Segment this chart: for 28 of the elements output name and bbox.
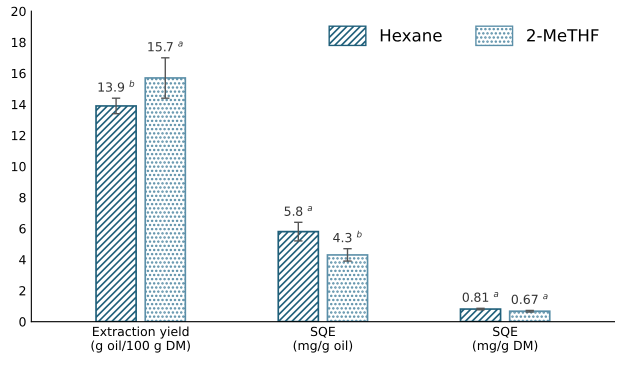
x-tick-label: SQE (mg/g DM) <box>473 326 538 353</box>
data-label: 15.7 $^{a}$ <box>148 42 183 52</box>
data-label: 0.81 $^{a}$ <box>462 292 498 302</box>
y-tick-label: 2 <box>19 286 26 296</box>
data-label: 4.3 $^{b}$ <box>333 230 362 242</box>
bar <box>95 105 137 322</box>
y-tick-label: 16 <box>12 68 26 78</box>
legend-label: 2-MeTHF <box>527 29 598 42</box>
data-label: 5.8 $^{a}$ <box>284 206 312 216</box>
data-label: 0.67 $^{a}$ <box>512 294 548 304</box>
y-tick-label: 12 <box>12 130 26 140</box>
y-tick-label: 8 <box>19 192 26 202</box>
y-tick-label: 14 <box>12 100 26 110</box>
bar <box>326 254 368 322</box>
data-label: 13.9 $^{b}$ <box>98 80 134 92</box>
y-tick-label: 6 <box>19 224 26 234</box>
y-tick-label: 4 <box>19 255 26 264</box>
bar <box>508 310 551 322</box>
bar <box>277 230 320 322</box>
y-tick-label: 20 <box>12 6 26 16</box>
bar <box>144 77 186 322</box>
y-tick-label: 0 <box>19 317 26 327</box>
y-tick-label: 10 <box>12 162 26 172</box>
legend-label: Hexane <box>380 29 442 42</box>
bar <box>460 308 502 322</box>
x-tick-label: SQE (mg/g oil) <box>294 326 352 353</box>
y-tick-label: 18 <box>12 38 26 48</box>
x-tick-label: Extraction yield (g oil/100 g DM) <box>91 326 190 353</box>
